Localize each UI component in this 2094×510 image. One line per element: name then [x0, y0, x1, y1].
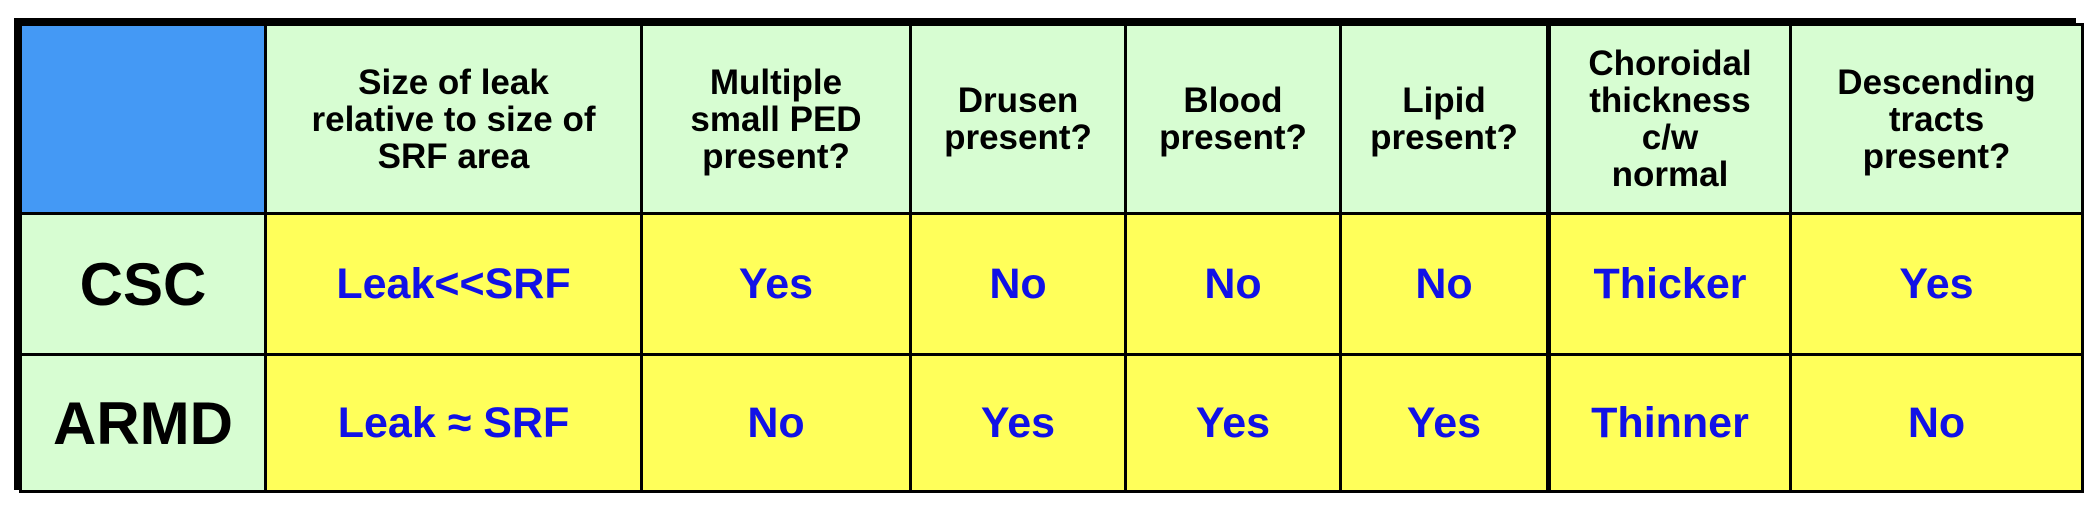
table-cell: No: [1339, 212, 1550, 356]
column-header-descending-tracts: Descending tracts present?: [1789, 23, 2084, 215]
table-cell: Yes: [1124, 353, 1342, 493]
table-cell: No: [909, 212, 1127, 356]
table-cell: Yes: [1789, 212, 2084, 356]
column-header-leak-size: Size of leak relative to size of SRF are…: [264, 23, 643, 215]
table-row: ARMD Leak ≈ SRF No Yes Yes Yes Thinner N…: [19, 353, 2084, 493]
row-header-csc: CSC: [19, 212, 267, 356]
column-header-blood: Blood present?: [1124, 23, 1342, 215]
table-cell: No: [640, 353, 912, 493]
table-cell: Leak ≈ SRF: [264, 353, 643, 493]
column-header-multiple-ped: Multiple small PED present?: [640, 23, 912, 215]
table-cell: No: [1124, 212, 1342, 356]
table-cell: Yes: [909, 353, 1127, 493]
comparison-table-frame: Size of leak relative to size of SRF are…: [14, 18, 2084, 493]
row-header-armd: ARMD: [19, 353, 267, 493]
column-header-choroidal-thickness: Choroidal thickness c/w normal: [1546, 23, 1792, 215]
table-row: CSC Leak<<SRF Yes No No No Thicker Yes: [19, 212, 2084, 356]
header-row: Size of leak relative to size of SRF are…: [19, 23, 2084, 215]
table-cell: Yes: [1339, 353, 1550, 493]
comparison-table: Size of leak relative to size of SRF are…: [19, 23, 2084, 493]
table-cell: Thinner: [1546, 353, 1792, 493]
table-cell: No: [1789, 353, 2084, 493]
table-cell: Thicker: [1546, 212, 1792, 356]
column-header-lipid: Lipid present?: [1339, 23, 1550, 215]
table-cell: Leak<<SRF: [264, 212, 643, 356]
column-header-drusen: Drusen present?: [909, 23, 1127, 215]
corner-cell: [19, 23, 267, 215]
table-cell: Yes: [640, 212, 912, 356]
